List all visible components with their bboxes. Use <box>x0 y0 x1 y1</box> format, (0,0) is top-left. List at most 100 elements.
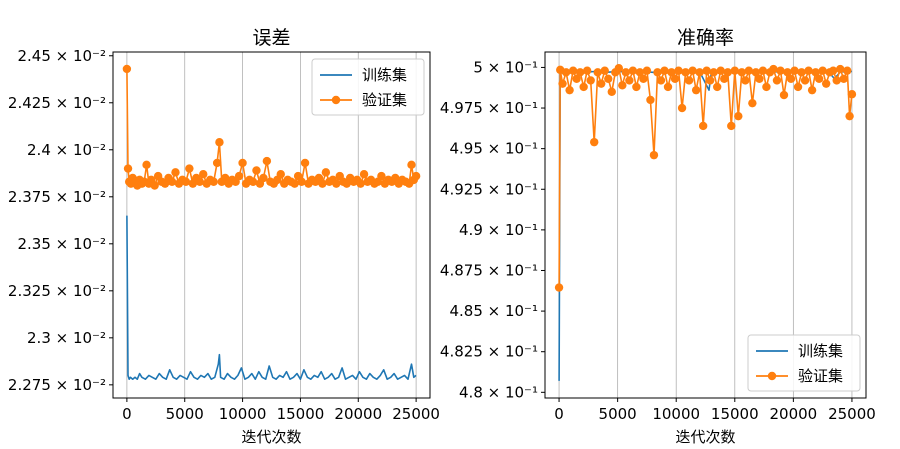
data-point <box>234 171 244 181</box>
data-point <box>748 98 757 108</box>
data-point <box>332 179 341 188</box>
data-point <box>356 179 365 188</box>
data-point <box>695 68 704 77</box>
y-tick-label: 2.45 × 10⁻² <box>17 47 106 65</box>
data-point <box>698 121 708 131</box>
x-tick-label: 5000 <box>166 405 204 423</box>
data-point <box>653 68 662 77</box>
data-point <box>593 68 602 77</box>
data-point <box>297 177 306 186</box>
plot-frame <box>544 51 867 399</box>
y-tick-label: 2.375 × 10⁻² <box>8 188 106 206</box>
y-tick-label: 4.85 × 10⁻¹ <box>449 302 538 320</box>
data-point <box>318 179 327 188</box>
data-point <box>185 164 194 173</box>
data-point <box>677 103 687 113</box>
data-point <box>705 76 715 85</box>
data-point <box>248 177 258 186</box>
data-point <box>843 66 852 75</box>
data-point <box>597 79 606 88</box>
data-point <box>276 170 285 179</box>
data-point <box>758 66 768 75</box>
data-point <box>727 121 736 131</box>
data-point <box>737 68 747 77</box>
chart-panel-0: 0 5000 10000 15000 20000 25000 2.275 × 10⁻² 2.3… <box>8 27 440 446</box>
series-line-0 <box>558 70 852 381</box>
data-point <box>642 66 652 75</box>
data-point <box>628 66 638 75</box>
y-tick-label: 2.4 × 10⁻² <box>27 141 106 159</box>
data-point <box>590 137 599 147</box>
data-point <box>359 170 369 179</box>
data-point <box>839 74 848 84</box>
series-line-1 <box>558 67 853 288</box>
data-point <box>751 68 761 77</box>
data-point <box>660 66 669 75</box>
y-tick-label: 2.35 × 10⁻² <box>17 235 106 253</box>
data-point <box>618 81 627 90</box>
data-point <box>150 181 159 190</box>
data-point <box>723 68 732 77</box>
data-point <box>561 68 571 77</box>
x-tick-label: 20000 <box>334 405 382 423</box>
data-point <box>259 173 268 183</box>
data-point <box>575 68 585 77</box>
data-point <box>215 138 224 147</box>
data-point <box>635 68 645 77</box>
data-point <box>836 64 845 74</box>
series-line-0 <box>126 215 417 381</box>
data-point <box>300 158 310 168</box>
data-point <box>783 68 792 77</box>
data-point <box>734 111 743 121</box>
data-point <box>713 82 722 92</box>
data-point <box>632 82 641 92</box>
data-point <box>252 166 261 175</box>
data-point <box>684 76 694 85</box>
y-tick-label: 4.875 × 10⁻¹ <box>440 261 538 279</box>
data-point <box>238 158 247 168</box>
data-point <box>614 64 624 73</box>
x-axis-label: 迭代次数 <box>675 428 735 446</box>
x-tick-label: 10000 <box>652 405 700 423</box>
data-point <box>656 76 666 85</box>
data-point <box>582 66 592 75</box>
x-tick-label: 0 <box>554 405 564 423</box>
data-point <box>769 64 778 74</box>
data-point <box>212 158 222 168</box>
y-tick-label: 2.275 × 10⁻² <box>8 376 106 394</box>
data-point <box>568 66 578 75</box>
data-point <box>800 76 810 85</box>
data-point <box>786 74 796 84</box>
data-point <box>290 179 299 188</box>
data-point <box>142 160 151 170</box>
data-point <box>586 76 595 85</box>
chart-title: 误差 <box>252 27 290 49</box>
data-point <box>558 79 567 88</box>
data-point <box>262 156 272 166</box>
legend-swatch-marker <box>767 371 777 381</box>
data-point <box>832 76 841 85</box>
data-point <box>600 66 609 75</box>
data-point <box>793 82 803 92</box>
data-point <box>744 66 754 75</box>
legend-label: 验证集 <box>362 91 407 109</box>
y-tick-label: 4.8 × 10⁻¹ <box>459 383 538 401</box>
data-point <box>776 66 785 75</box>
y-tick-label: 4.925 × 10⁻¹ <box>440 180 538 198</box>
data-point <box>565 85 574 95</box>
data-point <box>572 74 581 84</box>
data-point <box>807 85 817 95</box>
x-tick-label: 20000 <box>770 405 818 423</box>
x-tick-label: 25000 <box>828 405 876 423</box>
data-point <box>709 68 718 77</box>
x-tick-label: 10000 <box>219 405 267 423</box>
y-tick-label: 2.425 × 10⁻² <box>8 94 106 112</box>
data-point <box>321 168 331 177</box>
data-point <box>579 82 588 92</box>
data-point <box>663 82 673 92</box>
legend-label: 训练集 <box>362 66 407 84</box>
data-point <box>845 111 854 121</box>
